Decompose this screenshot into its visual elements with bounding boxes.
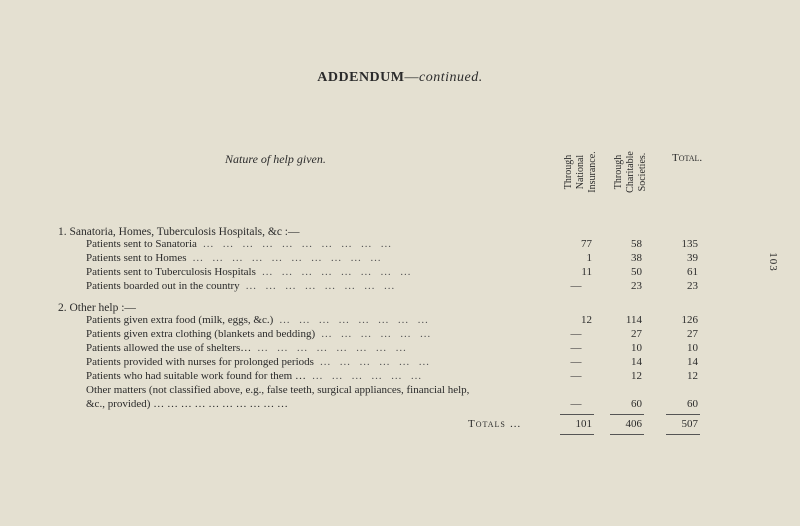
row-label: Patients boarded out in the country … … …	[58, 280, 398, 292]
cell: 135	[666, 238, 698, 250]
leader-dots: … … … … … …	[314, 356, 433, 368]
section-2-rows: Patients given extra food (milk, eggs, &…	[58, 314, 742, 412]
row-label: &c., provided) … … … … … … … … … …	[58, 398, 288, 410]
cell: —	[560, 356, 592, 368]
table-row: Patients allowed the use of shelters… … …	[58, 342, 742, 356]
row-label: Patients given extra clothing (blankets …	[58, 328, 434, 340]
totals-row: Totals … 101 406 507	[58, 418, 742, 434]
cell: —	[560, 280, 592, 292]
row-label: Patients who had suitable work found for…	[58, 370, 424, 382]
cell: —	[560, 328, 592, 340]
cell: 38	[610, 252, 642, 264]
row-label: Patients provided with nurses for prolon…	[58, 356, 432, 368]
cell: 114	[610, 314, 642, 326]
cell: 50	[610, 266, 642, 278]
table-row: Patients sent to Homes … … … … … … … … ……	[58, 252, 742, 266]
row-label: Patients sent to Tuberculosis Hospitals …	[58, 266, 414, 278]
leader-dots: … … … … … … … …	[240, 280, 398, 292]
table-row: Patients who had suitable work found for…	[58, 370, 742, 384]
leader-dots: … … … … … … … … … …	[197, 238, 395, 250]
col-through-national-insurance: Through National Insurance.	[563, 142, 599, 202]
cell: 12	[610, 370, 642, 382]
cell: 23	[666, 280, 698, 292]
cell: 61	[666, 266, 698, 278]
cell: 27	[610, 328, 642, 340]
column-headers: Nature of help given. Through National I…	[0, 134, 800, 196]
title-bold: ADDENDUM	[317, 70, 404, 85]
table-row: Patients given extra food (milk, eggs, &…	[58, 314, 742, 328]
row-label: Patients given extra food (milk, eggs, &…	[58, 314, 431, 326]
cell: 23	[610, 280, 642, 292]
cell: 1	[560, 252, 592, 264]
cell: 12	[666, 370, 698, 382]
cell: 11	[560, 266, 592, 278]
rule	[666, 414, 700, 415]
section-2-head: 2. Other help :—	[58, 302, 742, 314]
addendum-title: ADDENDUM—continued.	[0, 70, 800, 86]
page: ADDENDUM—continued. Nature of help given…	[0, 0, 800, 526]
leader-dots: … … … … … …	[306, 370, 425, 382]
table-row: Patients sent to Tuberculosis Hospitals …	[58, 266, 742, 280]
totals-col3: 507	[666, 418, 698, 430]
cell: 77	[560, 238, 592, 250]
rule	[666, 434, 700, 435]
cell: 126	[666, 314, 698, 326]
title-italic: continued.	[419, 70, 483, 85]
totals-label: Totals …	[468, 418, 522, 430]
cell: 60	[610, 398, 642, 410]
leader-dots: … … … … … … … … … …	[187, 252, 385, 264]
table-row: Patients sent to Sanatoria … … … … … … ……	[58, 238, 742, 252]
cell: 12	[560, 314, 592, 326]
table-row: &c., provided) … … … … … … … … … … — 60 60	[58, 398, 742, 412]
rule	[610, 434, 644, 435]
col-through-charitable-societies: Through Charitable Societies.	[613, 142, 649, 202]
col-total: Total.	[672, 152, 702, 164]
row-label: Patients sent to Sanatoria … … … … … … ……	[58, 238, 394, 250]
rule	[610, 414, 644, 415]
cell: 14	[610, 356, 642, 368]
cell: —	[560, 342, 592, 354]
nature-of-help-heading: Nature of help given.	[225, 152, 326, 167]
totals-col1: 101	[560, 418, 592, 430]
section-1-rows: Patients sent to Sanatoria … … … … … … ……	[58, 238, 742, 294]
cell: 39	[666, 252, 698, 264]
row-label: Patients sent to Homes … … … … … … … … ……	[58, 252, 384, 264]
totals-col2: 406	[610, 418, 642, 430]
leader-dots: … … … … … …	[315, 328, 434, 340]
row-label: Other matters (not classified above, e.g…	[58, 384, 469, 396]
cell: 27	[666, 328, 698, 340]
leader-dots: … … … … … … … …	[251, 342, 409, 354]
row-label: Patients allowed the use of shelters… … …	[58, 342, 409, 354]
rule	[560, 414, 594, 415]
cell: 10	[610, 342, 642, 354]
page-number: 103	[766, 252, 778, 272]
cell: 10	[666, 342, 698, 354]
cell: 60	[666, 398, 698, 410]
cell: —	[560, 398, 592, 410]
rule	[560, 434, 594, 435]
leader-dots: … … … … … … … …	[256, 266, 414, 278]
table-body: 1. Sanatoria, Homes, Tuberculosis Hospit…	[58, 220, 742, 434]
table-row: Patients provided with nurses for prolon…	[58, 356, 742, 370]
title-dash: —	[405, 70, 420, 85]
table-row: Patients given extra clothing (blankets …	[58, 328, 742, 342]
table-row: Other matters (not classified above, e.g…	[58, 384, 742, 398]
cell: —	[560, 370, 592, 382]
cell: 58	[610, 238, 642, 250]
table-row: Patients boarded out in the country … … …	[58, 280, 742, 294]
leader-dots: … … … … … … … …	[273, 314, 431, 326]
section-1-head: 1. Sanatoria, Homes, Tuberculosis Hospit…	[58, 226, 742, 238]
cell: 14	[666, 356, 698, 368]
